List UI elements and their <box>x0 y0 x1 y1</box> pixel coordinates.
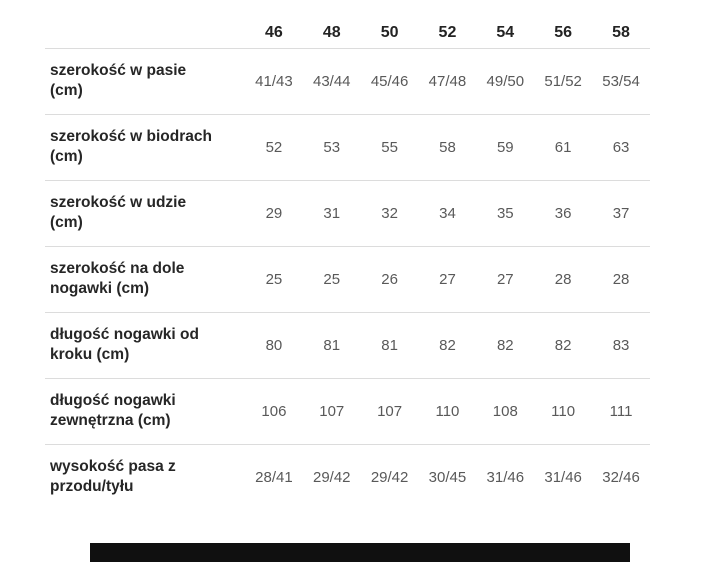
value-cell: 32 <box>360 180 419 247</box>
value-cell: 83 <box>592 312 650 379</box>
value-cell: 80 <box>245 312 303 379</box>
value-cell: 59 <box>476 114 535 181</box>
row-label-line: szerokość w udzie <box>50 194 187 211</box>
table-row: szerokość na dole nogawki (cm) 25 25 26 27 27 2… <box>45 246 650 313</box>
corner-cell <box>45 20 245 49</box>
value-cell: 27 <box>476 246 535 313</box>
value-cell: 108 <box>476 378 535 445</box>
row-label-line: (cm) <box>50 148 83 165</box>
value-cell: 82 <box>534 312 593 379</box>
row-label: wysokość pasa z przodu/tyłu <box>45 444 245 510</box>
value-cell: 36 <box>534 180 593 247</box>
row-label: długość nogawki zewnętrzna (cm) <box>45 378 245 445</box>
value-cell: 110 <box>418 378 477 445</box>
value-cell: 52 <box>245 114 303 181</box>
value-cell: 63 <box>592 114 650 181</box>
row-label: szerokość na dole nogawki (cm) <box>45 246 245 313</box>
value-cell: 28 <box>534 246 593 313</box>
row-label: szerokość w udzie (cm) <box>45 180 245 247</box>
table-row: długość nogawki zewnętrzna (cm) 106 107 107 1… <box>45 378 650 445</box>
row-label: szerokość w pasie (cm) <box>45 48 245 115</box>
value-cell: 34 <box>418 180 477 247</box>
value-cell: 53 <box>302 114 361 181</box>
value-cell: 61 <box>534 114 593 181</box>
size-chart-table: 46 48 50 52 54 56 58 szerokość w pasie (cm) 41/4… <box>45 20 650 510</box>
value-cell: 37 <box>592 180 650 247</box>
size-header-cell: 48 <box>302 20 361 49</box>
table-row: szerokość w biodrach (cm) 52 53 55 58 59 61 63 <box>45 114 650 181</box>
size-header-cell: 58 <box>592 20 650 49</box>
row-label: szerokość w biodrach (cm) <box>45 114 245 181</box>
row-label-line: kroku (cm) <box>50 346 130 363</box>
row-label-line: (cm) <box>50 82 83 99</box>
value-cell: 31/46 <box>486 468 525 486</box>
value-cell: 35 <box>476 180 535 247</box>
value-cell: 82 <box>418 312 477 379</box>
row-label-line: długość nogawki <box>50 392 176 409</box>
value-cell: 53/54 <box>592 48 650 115</box>
size-header-cell: 52 <box>418 20 477 49</box>
row-label-line: szerokość w biodrach <box>50 128 212 145</box>
value-cell: 51/52 <box>534 48 593 115</box>
value-cell: 111 <box>592 378 650 445</box>
value-cell: 58 <box>418 114 477 181</box>
value-cell: 107 <box>302 378 361 445</box>
row-label-line: szerokość w pasie <box>50 62 187 79</box>
table-row: szerokość w pasie (cm) 41/43 43/44 45/46 47/4… <box>45 48 650 115</box>
censored-brand-bar <box>90 543 630 562</box>
value-cell: 106 <box>245 378 303 445</box>
row-label-line: zewnętrzna (cm) <box>50 412 171 429</box>
row-label-line: wysokość pasa z <box>50 458 176 476</box>
value-cell: 31/46 <box>544 468 582 486</box>
size-header-row: 46 48 50 52 54 56 58 <box>45 20 650 49</box>
value-cell: 45/46 <box>360 48 419 115</box>
row-label-line: szerokość na dole <box>50 260 185 277</box>
value-cell: 26 <box>360 246 419 313</box>
value-cell: 32/46 <box>602 468 640 486</box>
value-cell: 25 <box>245 246 303 313</box>
value-cell: 25 <box>302 246 361 313</box>
value-cell: 43/44 <box>302 48 361 115</box>
row-label-line: długość nogawki od <box>50 326 199 343</box>
value-cell: 29 <box>245 180 303 247</box>
table-row: szerokość w udzie (cm) 29 31 32 34 35 36 37 <box>45 180 650 247</box>
table-row: wysokość pasa z przodu/tyłu 28/41 29/42 29/4… <box>45 444 650 510</box>
value-cell: 28/41 <box>255 468 293 486</box>
value-cell: 107 <box>360 378 419 445</box>
value-cell: 30/45 <box>428 468 467 486</box>
row-label: długość nogawki od kroku (cm) <box>45 312 245 379</box>
size-chart-body: szerokość w pasie (cm) 41/43 43/44 45/46 47/4… <box>45 48 650 510</box>
value-cell: 47/48 <box>418 48 477 115</box>
size-header-cell: 46 <box>245 20 303 49</box>
value-cell: 29/42 <box>312 468 351 486</box>
value-cell: 29/42 <box>370 468 409 486</box>
row-label-line: (cm) <box>50 214 83 231</box>
size-header-cell: 54 <box>476 20 535 49</box>
value-cell: 27 <box>418 246 477 313</box>
value-cell: 28 <box>592 246 650 313</box>
value-cell: 82 <box>476 312 535 379</box>
size-header-cell: 56 <box>534 20 593 49</box>
value-cell: 81 <box>302 312 361 379</box>
size-header-cell: 50 <box>360 20 419 49</box>
value-cell: 110 <box>534 378 593 445</box>
value-cell: 31 <box>302 180 361 247</box>
value-cell: 49/50 <box>476 48 535 115</box>
value-cell: 55 <box>360 114 419 181</box>
row-label-line: przodu/tyłu <box>50 478 134 496</box>
row-label-line: nogawki (cm) <box>50 280 150 297</box>
table-row: długość nogawki od kroku (cm) 80 81 81 82 82 82… <box>45 312 650 379</box>
value-cell: 81 <box>360 312 419 379</box>
value-cell: 41/43 <box>245 48 303 115</box>
